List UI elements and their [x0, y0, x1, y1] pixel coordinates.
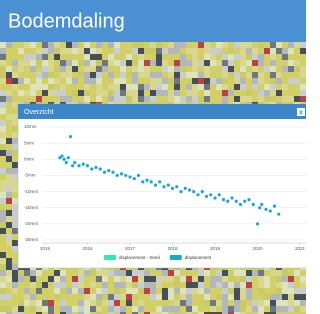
y-tick-label: 5mm [24, 140, 34, 145]
data-point [179, 190, 182, 193]
data-point [69, 135, 72, 138]
popup [18, 104, 306, 268]
data-point [277, 213, 280, 216]
data-point [162, 185, 165, 188]
data-point [145, 179, 148, 182]
data-point [218, 193, 221, 196]
data-point [73, 161, 76, 164]
data-point [226, 200, 229, 203]
close-icon[interactable]: x [299, 109, 303, 116]
x-tick-label: 2015 [40, 246, 51, 251]
data-point [213, 196, 216, 199]
data-point [260, 203, 263, 206]
legend-swatch [170, 255, 182, 260]
data-point [247, 198, 250, 201]
x-tick-label: 2020 [252, 246, 263, 251]
y-tick-label: -5mm [24, 173, 36, 178]
y-tick-label: 10mm [24, 124, 37, 129]
data-point [124, 174, 127, 177]
data-point [60, 154, 63, 157]
y-tick-label: -20mm [24, 221, 38, 226]
y-tick-label: -10mm [24, 189, 38, 194]
data-point [264, 208, 267, 211]
data-point [77, 164, 80, 167]
data-point [258, 206, 261, 209]
data-point [107, 169, 110, 172]
data-point [133, 177, 136, 180]
y-tick-label: -15mm [24, 205, 38, 210]
header-title: Bodemdaling [8, 10, 125, 32]
data-point [269, 209, 272, 212]
data-point [111, 171, 114, 174]
data-point [188, 188, 191, 191]
data-point [239, 203, 242, 206]
data-point [67, 156, 70, 159]
data-point [196, 193, 199, 196]
legend-label[interactable]: displacement - trend [119, 255, 160, 260]
data-point [205, 195, 208, 198]
x-tick-label: 2021 [295, 246, 306, 251]
data-point [65, 161, 68, 164]
data-point [63, 158, 66, 161]
data-point [116, 174, 119, 177]
data-point [222, 198, 225, 201]
data-point [158, 180, 161, 183]
data-point [120, 172, 123, 175]
data-point [137, 174, 140, 177]
data-point [167, 184, 170, 187]
data-point [154, 184, 157, 187]
data-point [184, 187, 187, 190]
data-point [86, 164, 89, 167]
data-point [90, 167, 93, 170]
data-point [192, 190, 195, 193]
data-point [94, 166, 97, 169]
data-point [235, 200, 238, 203]
data-point [99, 167, 102, 170]
x-tick-label: 2016 [82, 246, 93, 251]
data-point [209, 193, 212, 196]
popup-title: Overzicht [24, 109, 54, 116]
x-tick-label: 2019 [210, 246, 221, 251]
data-point [252, 203, 255, 206]
data-point [171, 187, 174, 190]
data-point [71, 164, 74, 167]
data-point [256, 222, 259, 225]
data-point [128, 175, 131, 178]
legend-swatch [104, 255, 116, 260]
x-tick-label: 2018 [167, 246, 178, 251]
data-point [175, 185, 178, 188]
y-tick-label: 0mm [24, 156, 34, 161]
data-point [230, 196, 233, 199]
x-tick-label: 2017 [125, 246, 136, 251]
y-tick-label: -25mm [24, 237, 38, 242]
data-point [243, 200, 246, 203]
data-point [103, 171, 106, 174]
data-point [150, 180, 153, 183]
data-point [82, 163, 85, 166]
legend-label[interactable]: displacement [185, 255, 212, 260]
app: Bodemdaling Overzicht x 10mm 5mm 0mm -5mm -1… [0, 0, 306, 314]
screen: Bodemdaling Overzicht x 10mm 5mm 0mm -5mm -1… [0, 0, 306, 314]
data-point [273, 205, 276, 208]
data-point [141, 180, 144, 183]
popup-title-bar [18, 104, 306, 119]
data-point [201, 190, 204, 193]
